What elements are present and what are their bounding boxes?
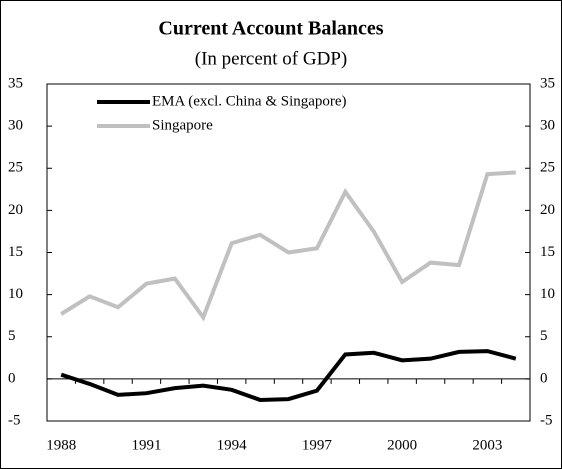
series-line — [60, 349, 517, 402]
x-tick-label: 1994 — [217, 437, 248, 453]
y2-tick-label: 35 — [540, 75, 555, 91]
y-tick-label: 35 — [8, 75, 23, 91]
y2-tick-label: -5 — [540, 412, 553, 428]
y-tick-label: 15 — [8, 244, 23, 260]
x-tick-label: 1988 — [46, 437, 76, 453]
x-tick-label: 2003 — [472, 437, 502, 453]
x-tick-label: 1997 — [302, 437, 333, 453]
y2-tick-label: 10 — [540, 286, 555, 302]
y-tick-label: 0 — [8, 370, 16, 386]
y2-tick-label: 20 — [540, 202, 555, 218]
x-tick-label: 1991 — [131, 437, 161, 453]
y-tick-label: 10 — [8, 286, 23, 302]
chart-subtitle: (In percent of GDP) — [195, 48, 347, 69]
y-tick-label: 20 — [8, 202, 23, 218]
y-tick-label: -5 — [8, 412, 21, 428]
legend-label: EMA (excl. China & Singapore) — [152, 93, 347, 109]
y2-tick-label: 25 — [540, 160, 555, 176]
y2-tick-label: 30 — [540, 118, 555, 134]
y-tick-label: 5 — [8, 328, 16, 344]
y2-tick-label: 15 — [540, 244, 555, 260]
series-line — [60, 170, 516, 322]
y-tick-label: 30 — [8, 118, 23, 134]
y2-tick-label: 5 — [540, 328, 548, 344]
y2-tick-label: 0 — [540, 370, 548, 386]
x-tick-label: 2000 — [387, 437, 417, 453]
y-tick-label: 25 — [8, 160, 23, 176]
chart-title: Current Account Balances — [158, 18, 383, 40]
legend-label: Singapore — [152, 117, 213, 133]
